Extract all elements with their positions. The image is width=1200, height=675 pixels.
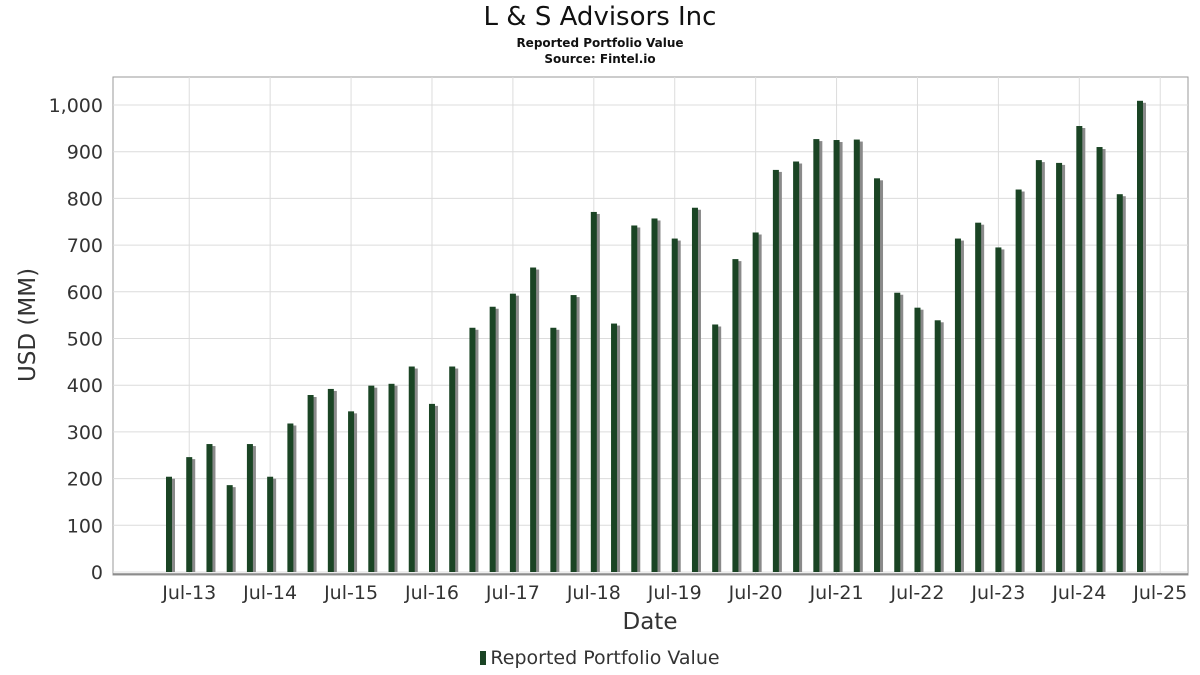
- legend-label: Reported Portfolio Value: [490, 647, 720, 669]
- bar: [489, 306, 496, 572]
- y-tick-label: 400: [67, 375, 103, 397]
- y-tick-label: 500: [67, 329, 103, 351]
- bar: [1015, 189, 1022, 573]
- y-tick-label: 100: [67, 515, 103, 537]
- y-tick-label: 0: [91, 562, 103, 584]
- bar: [307, 395, 314, 572]
- x-tick-label: Jul-16: [404, 582, 459, 604]
- bar: [166, 476, 172, 572]
- bar: [975, 222, 982, 572]
- x-axis-label: Date: [623, 609, 678, 635]
- chart-source: Source: Fintel.io: [544, 52, 656, 66]
- chart-subtitle: Reported Portfolio Value: [516, 36, 684, 50]
- bar: [246, 444, 253, 572]
- x-tick-label: Jul-23: [970, 582, 1025, 604]
- bar: [934, 320, 941, 572]
- bar: [874, 178, 881, 572]
- bar: [408, 366, 415, 572]
- x-tick-label: Jul-13: [161, 582, 216, 604]
- x-tick-label: Jul-21: [809, 582, 864, 604]
- x-tick-label: Jul-24: [1051, 582, 1106, 604]
- bar: [348, 411, 355, 572]
- bar: [368, 385, 375, 572]
- x-tick-label: Jul-18: [566, 582, 621, 604]
- bar: [206, 444, 213, 572]
- bar: [449, 366, 456, 572]
- bar: [691, 207, 698, 573]
- bar: [327, 388, 334, 572]
- bar: [894, 292, 901, 572]
- bar: [651, 218, 658, 572]
- bar: [772, 169, 779, 572]
- bar: [954, 238, 961, 572]
- chart-title: L & S Advisors Inc: [483, 2, 717, 32]
- y-axis-label: USD (MM): [15, 268, 41, 382]
- bar: [671, 238, 678, 572]
- x-tick-label: Jul-15: [323, 582, 378, 604]
- bar: [186, 457, 193, 572]
- bar: [570, 295, 577, 572]
- x-tick-label: Jul-22: [889, 582, 944, 604]
- y-tick-label: 300: [67, 422, 103, 444]
- bar: [509, 293, 516, 572]
- bar: [1096, 147, 1103, 572]
- bar: [813, 139, 820, 572]
- bar: [550, 327, 557, 572]
- bar: [388, 383, 395, 572]
- y-tick-label: 700: [67, 235, 103, 257]
- bar: [732, 259, 739, 572]
- y-tick-label: 900: [67, 142, 103, 164]
- bar: [267, 476, 274, 572]
- bar: [530, 267, 537, 572]
- legend-swatch: [480, 651, 487, 665]
- bar: [793, 161, 800, 572]
- bar: [1076, 126, 1083, 572]
- bar: [712, 324, 719, 572]
- bar: [1035, 160, 1042, 572]
- x-tick-label: Jul-17: [485, 582, 540, 604]
- legend: Reported Portfolio Value: [0, 647, 1200, 669]
- bar: [287, 423, 294, 572]
- y-tick-label: 200: [67, 469, 103, 491]
- bar: [1116, 194, 1123, 572]
- bar: [226, 485, 233, 572]
- bar: [1137, 100, 1143, 572]
- bar: [995, 247, 1002, 572]
- x-tick-label: Jul-19: [647, 582, 702, 604]
- y-tick-label: 1,000: [49, 95, 103, 117]
- y-tick-label: 600: [67, 282, 103, 304]
- bar: [428, 403, 435, 572]
- bar: [752, 232, 759, 572]
- bar: [590, 211, 597, 572]
- bar: [914, 307, 921, 572]
- x-tick-label: Jul-20: [728, 582, 783, 604]
- x-tick-label: Jul-25: [1132, 582, 1187, 604]
- bar: [1056, 162, 1063, 572]
- bar: [469, 327, 476, 572]
- y-tick-label: 800: [67, 188, 103, 210]
- bar: [853, 139, 860, 573]
- bar: [833, 140, 840, 572]
- bar: [631, 225, 638, 572]
- x-tick-label: Jul-14: [242, 582, 297, 604]
- bar: [611, 323, 618, 572]
